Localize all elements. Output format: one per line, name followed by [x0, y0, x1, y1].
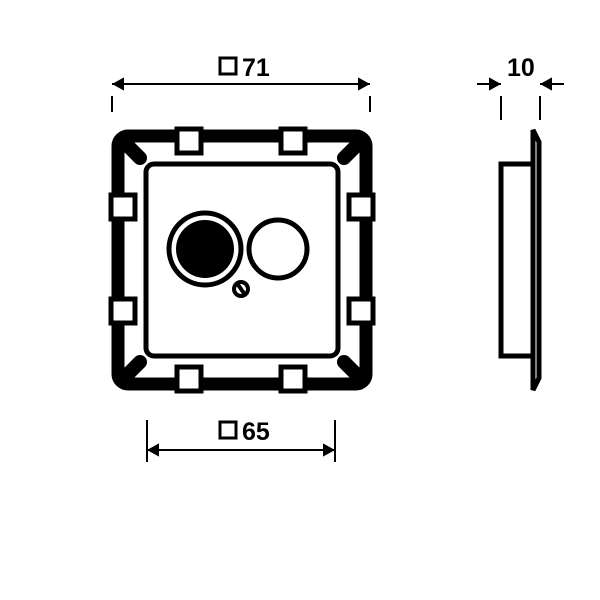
svg-text:65: 65 [242, 418, 270, 446]
svg-text:10: 10 [507, 54, 535, 82]
svg-text:71: 71 [242, 54, 270, 82]
